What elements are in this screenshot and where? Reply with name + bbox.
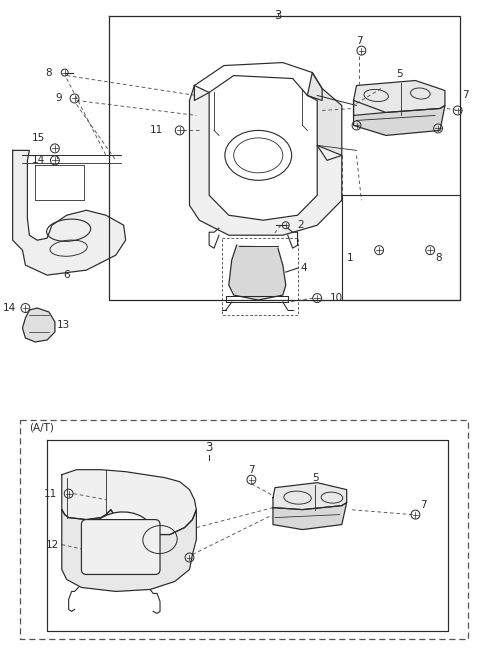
Polygon shape [354, 80, 445, 116]
Polygon shape [62, 470, 196, 534]
Text: 13: 13 [57, 320, 70, 330]
Polygon shape [229, 245, 286, 300]
Text: 6: 6 [63, 270, 70, 280]
Text: 7: 7 [356, 35, 363, 46]
Text: 9: 9 [55, 94, 62, 103]
Text: 2: 2 [298, 220, 304, 230]
Ellipse shape [86, 512, 155, 567]
Text: 3: 3 [205, 441, 213, 455]
Text: (A/T): (A/T) [29, 422, 54, 433]
Polygon shape [23, 308, 55, 342]
Polygon shape [12, 150, 126, 275]
FancyBboxPatch shape [82, 519, 160, 574]
Text: 7: 7 [248, 465, 255, 475]
Text: 5: 5 [396, 69, 402, 78]
Text: 4: 4 [300, 263, 307, 273]
Text: 11: 11 [44, 489, 57, 498]
Polygon shape [354, 101, 445, 135]
Text: 8: 8 [45, 67, 52, 78]
Text: 7: 7 [420, 500, 427, 509]
Text: 11: 11 [150, 126, 163, 135]
Text: 15: 15 [32, 133, 45, 143]
Text: 7: 7 [462, 90, 468, 101]
Text: 8: 8 [435, 253, 442, 263]
Text: 14: 14 [32, 156, 45, 165]
Text: 12: 12 [46, 540, 59, 549]
Text: 3: 3 [274, 9, 282, 22]
Text: 10: 10 [330, 293, 343, 303]
Polygon shape [62, 509, 196, 591]
Text: 14: 14 [2, 303, 16, 313]
Polygon shape [307, 73, 342, 160]
Text: 5: 5 [312, 473, 319, 483]
Text: 1: 1 [347, 253, 353, 263]
Polygon shape [273, 503, 347, 530]
Polygon shape [273, 483, 347, 509]
Polygon shape [190, 86, 342, 235]
